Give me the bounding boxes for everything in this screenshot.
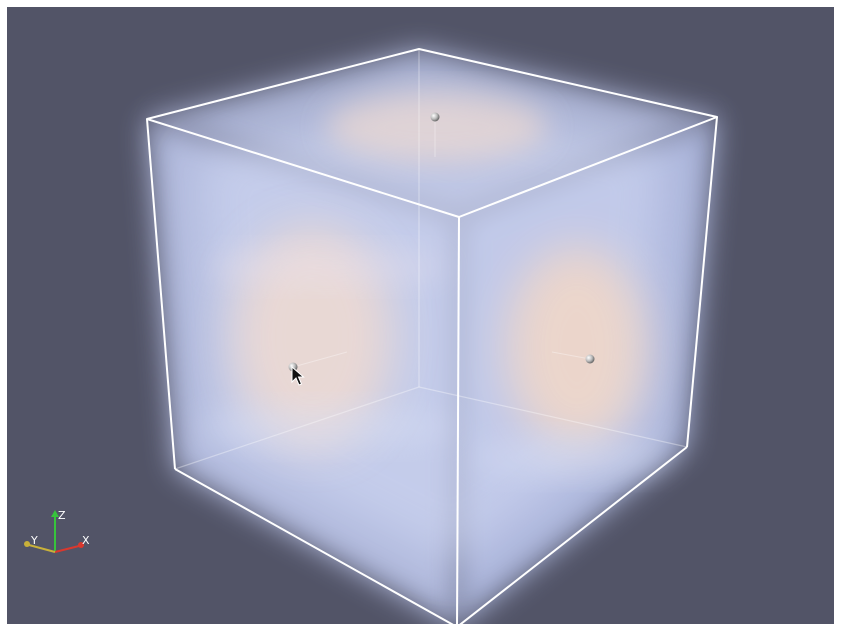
sphere-handle-right[interactable] xyxy=(585,354,595,364)
x-axis-line xyxy=(54,545,80,553)
sphere-handle-top[interactable] xyxy=(430,112,440,122)
x-axis-tip-icon xyxy=(78,542,84,548)
volume-outline-box xyxy=(146,48,718,624)
y-axis-tip-icon xyxy=(24,541,30,547)
y-axis-label: Y xyxy=(30,534,38,547)
volume-glow xyxy=(147,49,717,624)
volume-render-scene[interactable]: Z X Y xyxy=(7,7,834,624)
mouse-pointer-icon xyxy=(291,365,305,386)
orientation-axes: Z X Y xyxy=(24,509,90,553)
y-axis-line xyxy=(28,544,56,553)
z-axis-label: Z xyxy=(58,509,66,522)
z-axis-arrow-icon xyxy=(51,510,59,517)
x-axis-label: X xyxy=(82,534,90,547)
render-viewport[interactable]: Z X Y xyxy=(7,7,834,624)
widget-guide-lines xyxy=(292,117,591,368)
